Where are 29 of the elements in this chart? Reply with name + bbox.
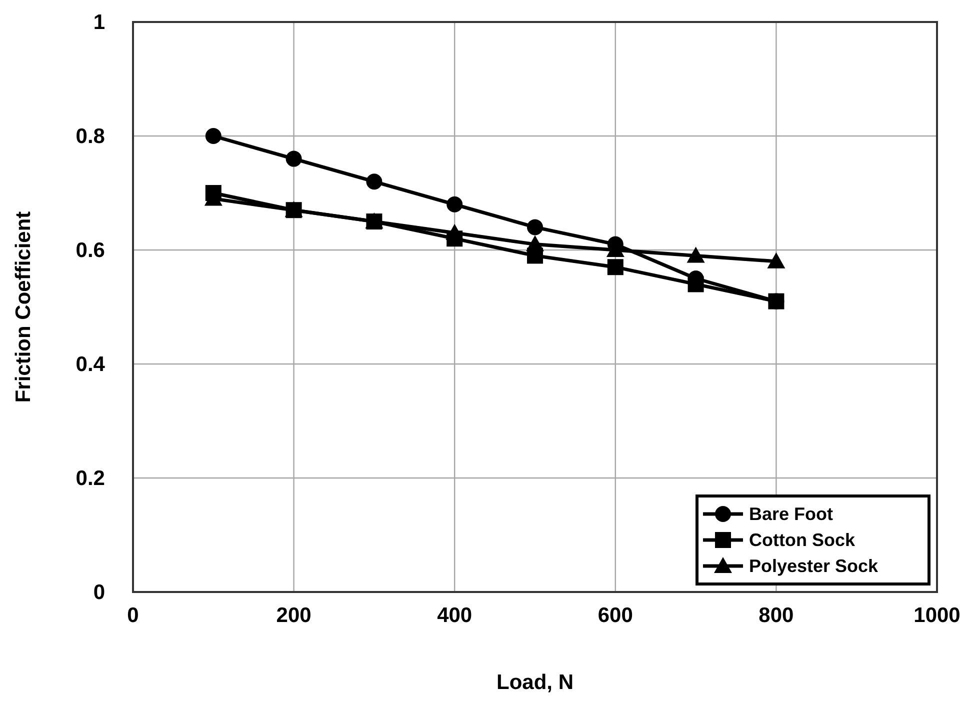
legend-label: Cotton Sock [749, 530, 856, 550]
legend-label: Bare Foot [749, 504, 834, 524]
point [205, 128, 222, 144]
point [366, 174, 382, 190]
x-tick-label: 800 [758, 604, 794, 627]
point [767, 252, 786, 268]
point [446, 196, 463, 212]
x-tick-label: 400 [437, 604, 472, 627]
point [527, 219, 543, 236]
x-tick-label: 0 [127, 604, 139, 627]
y-axis-title: Friction Coefficient [12, 211, 35, 403]
point [526, 235, 544, 252]
y-tick-label: 0.8 [76, 125, 106, 148]
point [686, 246, 705, 263]
y-tick-label: 0.4 [76, 353, 106, 376]
x-tick-label: 200 [276, 604, 312, 627]
point [607, 259, 624, 276]
y-tick-label: 1 [93, 11, 106, 34]
point [286, 150, 302, 167]
x-tick-label: 600 [598, 604, 633, 627]
x-tick-label: 1000 [914, 604, 960, 627]
y-tick-label: 0.2 [76, 467, 105, 490]
point [688, 276, 704, 292]
point [768, 293, 784, 310]
x-axis-title: Load, N [496, 671, 574, 694]
y-tick-label: 0.6 [76, 239, 105, 262]
legend-label: Polyester Sock [749, 556, 880, 576]
y-tick-label: 0 [93, 581, 105, 604]
point [446, 224, 464, 240]
